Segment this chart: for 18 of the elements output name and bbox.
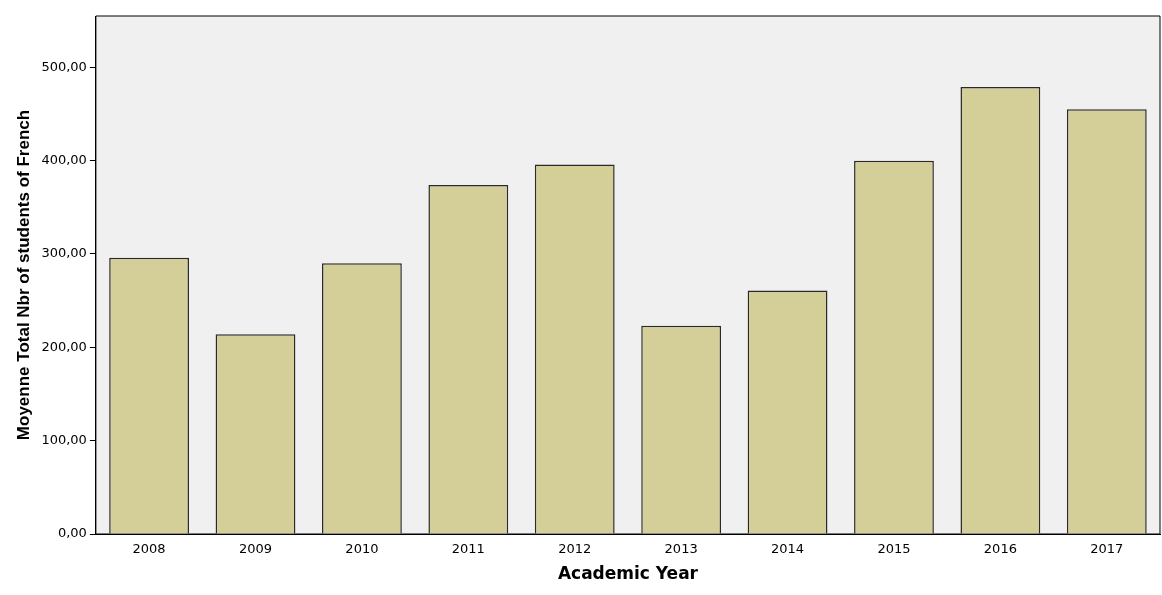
y-tick-label: 400,00 [41,152,87,168]
x-tick-label: 2009 [238,541,273,557]
y-tick-label: 500,00 [41,58,87,74]
y-tick-label: 300,00 [41,245,87,261]
x-axis-title: Academic Year [557,563,699,584]
y-tick-label: 200,00 [41,338,87,354]
y-tick-label: 100,00 [41,432,87,448]
x-tick-label: 2008 [132,541,166,557]
x-tick-label: 2012 [558,541,592,557]
x-tick-label: 2013 [664,541,698,557]
x-tick-label: 2014 [771,541,805,557]
x-tick-label: 2016 [983,541,1017,557]
y-axis-title: Moyenne Total Nbr of students of French [13,109,33,441]
y-tick-label: 0,00 [57,525,87,541]
x-tick-label: 2011 [451,541,485,557]
x-tick-label: 2015 [877,541,911,557]
x-tick-label: 2017 [1090,541,1124,557]
x-tick-label: 2010 [345,541,379,557]
